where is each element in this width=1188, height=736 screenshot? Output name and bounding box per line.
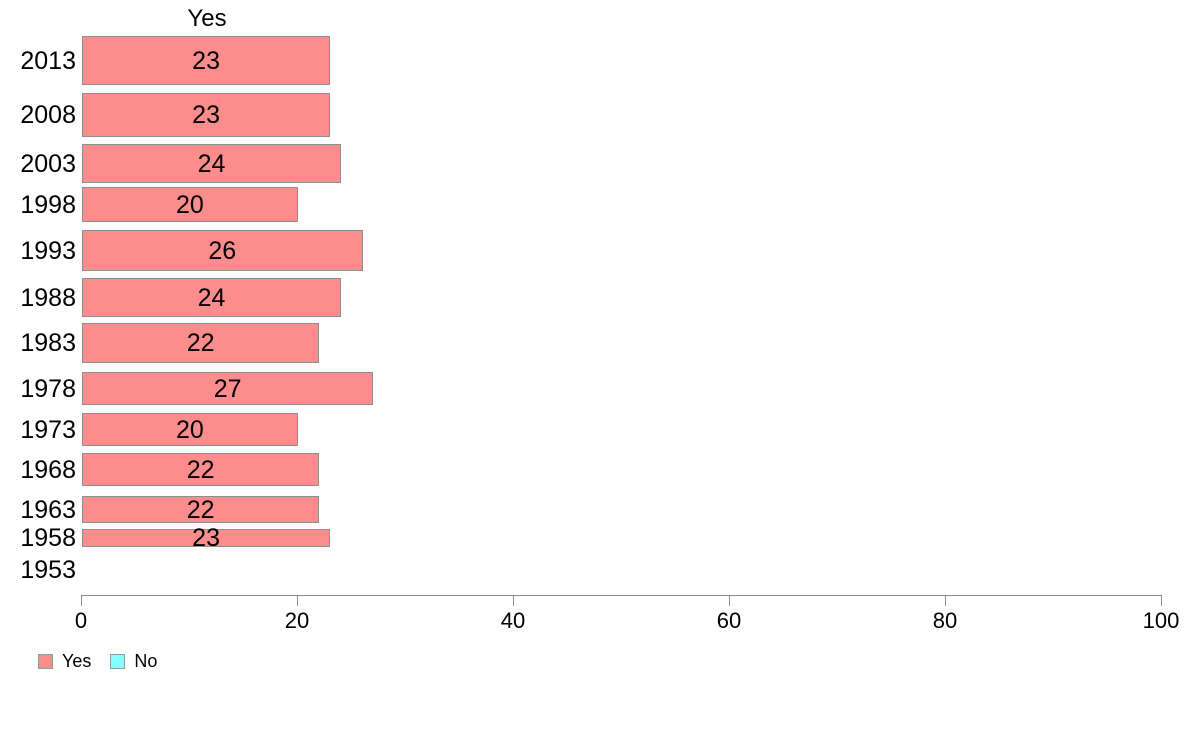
x-axis-tick-label: 100 xyxy=(1142,608,1180,633)
bar-1963 xyxy=(82,496,320,523)
bar-value-label: 23 xyxy=(192,46,220,75)
x-axis-tick xyxy=(945,595,946,606)
y-axis-category-label: 2003 xyxy=(20,149,76,178)
y-axis-category-label: 1973 xyxy=(20,415,76,444)
bar-1968 xyxy=(82,453,320,486)
bar-1993 xyxy=(82,230,363,271)
y-axis-category-label: 1958 xyxy=(20,524,76,552)
y-axis-category-label: 1953 xyxy=(20,556,76,584)
bar-1988 xyxy=(82,278,341,317)
x-axis-tick xyxy=(297,595,298,606)
bar-value-label: 24 xyxy=(197,149,226,178)
x-axis-tick-label: 20 xyxy=(284,608,310,633)
bar-1973 xyxy=(82,413,298,446)
bar-1983 xyxy=(82,323,320,363)
bar-value-label: 27 xyxy=(213,374,242,403)
bar-2008 xyxy=(82,93,331,137)
legend-label-no: No xyxy=(134,651,158,671)
y-axis-category-label: 2013 xyxy=(20,46,76,75)
bar-value-label: 24 xyxy=(197,283,226,312)
legend: Yes No xyxy=(38,651,157,672)
x-axis-tick-label: 40 xyxy=(500,608,526,633)
bar-value-label: 26 xyxy=(208,236,237,265)
bar-value-label: 23 xyxy=(192,524,220,552)
bar-1958 xyxy=(82,529,331,547)
y-axis-category-label: 2008 xyxy=(20,101,76,129)
x-axis-line xyxy=(81,595,1162,596)
x-axis-tick xyxy=(729,595,730,606)
bar-1978 xyxy=(82,372,374,405)
y-axis-category-label: 1998 xyxy=(20,190,76,219)
bar-value-label: 20 xyxy=(175,190,204,219)
x-axis-tick-label: 80 xyxy=(932,608,958,633)
y-axis-category-label: 1988 xyxy=(20,283,76,312)
chart-title: Yes xyxy=(187,5,227,32)
y-axis-category-label: 1963 xyxy=(20,495,76,524)
x-axis-tick-label: 0 xyxy=(74,608,88,633)
y-axis-category-label: 1968 xyxy=(20,455,76,484)
bar-value-label: 20 xyxy=(175,415,204,444)
y-axis-category-label: 1983 xyxy=(20,329,76,357)
x-axis-tick-label: 60 xyxy=(716,608,742,633)
y-axis-category-label: 1978 xyxy=(20,374,76,403)
bar-value-label: 22 xyxy=(186,329,215,357)
bar-value-label: 23 xyxy=(192,101,220,129)
legend-swatch-no xyxy=(110,654,126,669)
bar-1998 xyxy=(82,187,298,222)
x-axis-tick xyxy=(1161,595,1162,606)
bar-2003 xyxy=(82,144,341,183)
bar-value-label: 22 xyxy=(186,455,215,484)
x-axis-tick xyxy=(513,595,514,606)
legend-swatch-yes xyxy=(38,654,53,669)
y-axis-category-label: 1993 xyxy=(20,236,76,265)
bar-2013 xyxy=(82,36,331,85)
bar-value-label: 22 xyxy=(186,495,215,524)
x-axis-tick xyxy=(81,595,82,606)
legend-label-yes: Yes xyxy=(62,651,92,671)
